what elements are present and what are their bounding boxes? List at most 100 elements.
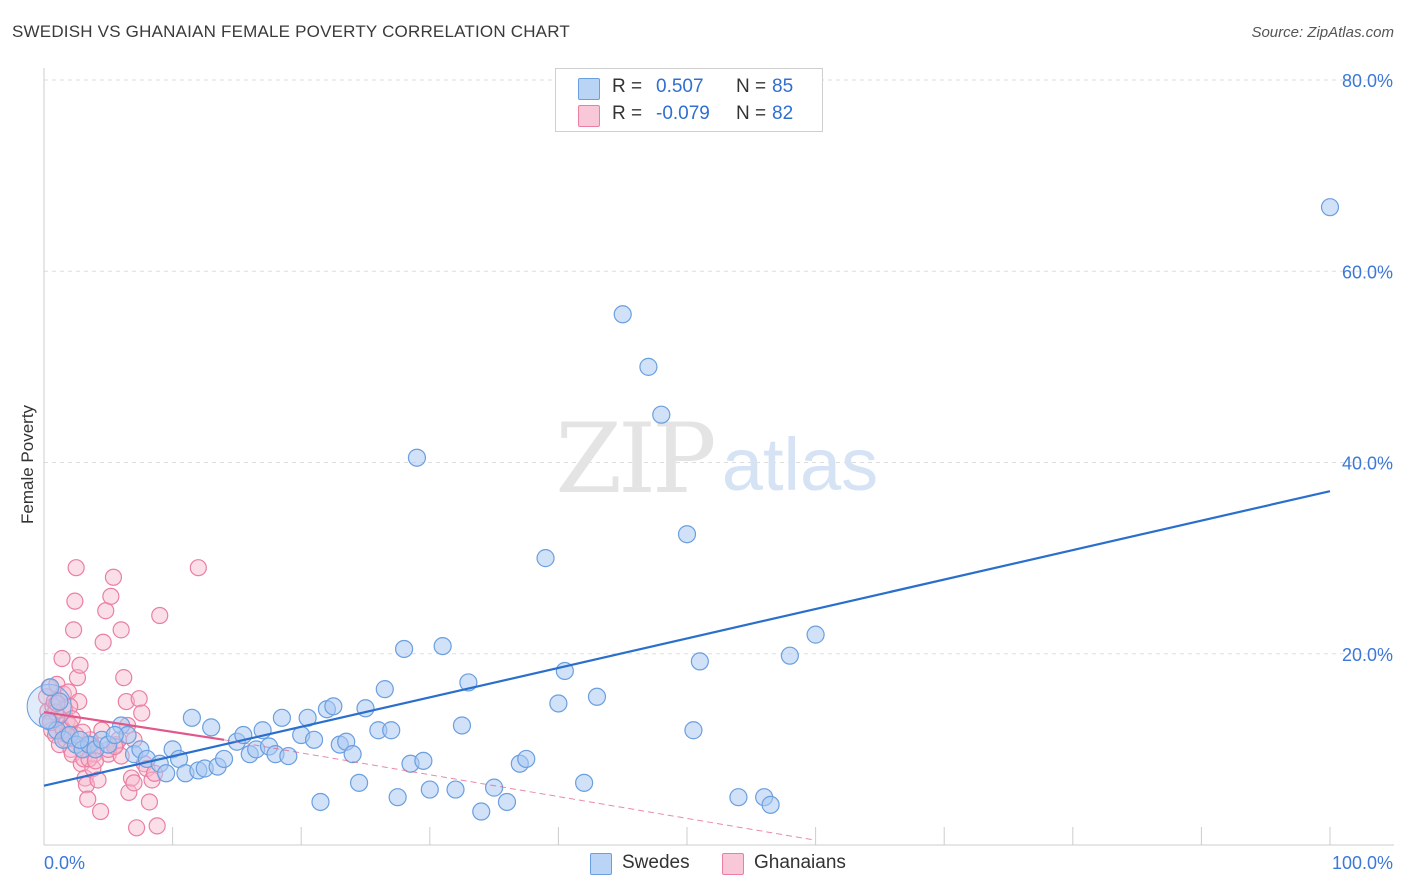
swedes-points [26, 198, 1340, 821]
swedes-point [182, 708, 201, 727]
swedes-point [50, 692, 69, 711]
swedes-point [690, 652, 709, 671]
swedes-point [414, 751, 433, 770]
ghanaians-point [112, 621, 130, 639]
swedes-point [279, 746, 298, 766]
swedes-point [105, 725, 124, 745]
ghanaians-legend-swatch [722, 853, 744, 875]
source-credit: Source: ZipAtlas.com [1251, 24, 1394, 41]
stats-box: R = 0.507 N = 85 R = -0.079 N = 82 [555, 68, 823, 132]
watermark: ZIP atlas [555, 403, 878, 515]
swedes-point [343, 745, 362, 764]
ghanaians-point [151, 606, 169, 625]
swedes-point [684, 721, 703, 740]
swedes-point [388, 788, 407, 807]
ghanaians-point [64, 621, 83, 639]
ghanaians-point [71, 656, 89, 674]
trend-lines [43, 490, 1331, 841]
swedes-point [806, 625, 825, 644]
ghanaians-point [97, 602, 115, 620]
swedes-point [311, 792, 330, 812]
ghanaians-point [189, 559, 207, 577]
y-tick-label: 80.0% [1342, 71, 1393, 91]
swedes-point [575, 773, 594, 792]
x-tick-label: 0.0% [44, 853, 85, 873]
swedes-point [349, 773, 369, 792]
swedes-point [536, 549, 555, 568]
swedes-point [304, 730, 324, 749]
swedes-point [677, 525, 697, 544]
swedes-point [420, 780, 439, 799]
swedes-point [780, 646, 799, 665]
swedes-point [517, 749, 536, 769]
ghanaians-point [94, 633, 112, 651]
swedes-trend-line [43, 490, 1331, 787]
swedes-r-value: 0.507 [656, 76, 704, 97]
watermark-atlas: atlas [722, 423, 878, 506]
ghanaians-point [127, 819, 146, 837]
swedes-point [382, 721, 401, 740]
swedes-point [70, 730, 90, 749]
swedes-n-value: 85 [772, 76, 794, 97]
swedes-point [375, 680, 394, 699]
swedes-point [613, 305, 632, 324]
ghanaians-point [140, 793, 159, 811]
swedes-point [761, 795, 780, 814]
ghanaians-point [102, 587, 120, 605]
tick-labels: 20.0% 40.0% 60.0% 80.0% 0.0% 100.0% [44, 71, 1393, 873]
ghanaians-swatch [578, 105, 600, 127]
legend-label-ghanaians: Ghanaians [754, 852, 846, 873]
swedes-point [407, 448, 427, 467]
swedes-point [38, 711, 57, 730]
swedes-point [324, 697, 343, 716]
ghanaians-point [53, 649, 71, 668]
y-axis-label: Female Poverty [18, 404, 37, 524]
swedes-point [1320, 198, 1340, 217]
swedes-point [202, 718, 221, 737]
ghanaians-point [125, 774, 143, 792]
chart-title: SWEDISH VS GHANAIAN FEMALE POVERTY CORRE… [12, 22, 570, 41]
ghanaians-point [66, 592, 84, 610]
swedes-point [433, 636, 452, 656]
swedes-point [41, 678, 60, 697]
swedes-point [214, 749, 234, 769]
swedes-point [157, 764, 176, 783]
swedes-point [394, 639, 414, 659]
watermark-zip: ZIP [555, 403, 714, 515]
swedes-point [549, 694, 568, 713]
swedes-legend-swatch [590, 853, 612, 875]
swedes-point [639, 357, 658, 376]
ghanaians-point [122, 769, 141, 787]
ghanaians-point [133, 704, 151, 722]
y-tick-label: 40.0% [1342, 454, 1393, 474]
ghanaians-point [115, 669, 133, 687]
swedes-point [472, 802, 491, 821]
ghanaians-point [91, 802, 110, 821]
grid-lines [44, 79, 1394, 655]
ghanaians-point [104, 568, 123, 586]
ghanaians-point [148, 817, 166, 835]
swedes-point [497, 792, 517, 812]
ghanaians-trend-line [43, 710, 225, 741]
legend-label-swedes: Swedes [622, 852, 690, 873]
swedes-point [446, 780, 465, 799]
ghanaians-point [117, 692, 135, 711]
swedes-point [272, 708, 292, 727]
ghanaians-trend-extension [223, 739, 816, 841]
swedes-swatch [578, 78, 600, 100]
ghanaians-point [67, 559, 85, 577]
swedes-point [485, 778, 504, 797]
ghanaians-point [79, 790, 97, 808]
swedes-point [652, 405, 671, 424]
y-tick-label: 20.0% [1342, 645, 1393, 665]
ghanaians-point [89, 771, 107, 789]
y-tick-label: 60.0% [1342, 262, 1393, 282]
x-tick-label: 100.0% [1332, 853, 1393, 873]
ghanaians-n-value: 82 [772, 103, 794, 124]
swedes-point [729, 788, 748, 807]
ghanaians-point [120, 783, 138, 802]
ghanaians-r-value: -0.079 [656, 103, 710, 124]
swedes-point [587, 687, 607, 706]
swedes-point [452, 716, 472, 735]
